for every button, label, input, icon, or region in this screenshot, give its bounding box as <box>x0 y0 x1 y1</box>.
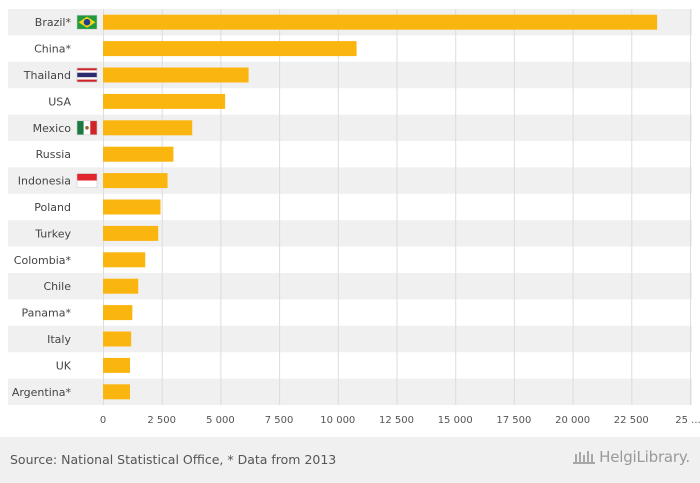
bar-poland <box>103 199 161 215</box>
category-label: Mexico <box>33 122 72 135</box>
flag-emblem <box>85 126 89 130</box>
x-tick-label: 2 500 <box>147 415 176 426</box>
mexico-flag-icon <box>76 120 98 136</box>
thailand-flag-icon <box>76 67 98 83</box>
category-label: UK <box>56 359 72 372</box>
flag-stripe <box>77 77 97 80</box>
brand-name: HelgiLibrary. <box>599 448 690 466</box>
category-label: Poland <box>34 201 71 214</box>
x-tick-label: 10 000 <box>320 415 355 426</box>
bar-uk <box>103 357 131 373</box>
x-tick-label: 17 500 <box>496 415 531 426</box>
bar-mexico <box>103 120 193 136</box>
brazil-flag-icon <box>76 14 98 30</box>
x-tick-label: 0 <box>100 415 106 426</box>
bar-colombia <box>103 252 146 268</box>
bar-argentina <box>103 384 131 400</box>
category-label: Chile <box>43 280 71 293</box>
flag-stripe <box>77 173 97 181</box>
category-label: China* <box>34 43 71 56</box>
category-label: Indonesia <box>18 175 71 188</box>
flag-border <box>76 173 98 188</box>
x-tick-label: 12 500 <box>379 415 414 426</box>
bar-russia <box>103 146 174 162</box>
category-label: Italy <box>47 333 71 346</box>
flag-border <box>76 120 98 136</box>
bar-turkey <box>103 225 159 241</box>
flag-stripe <box>77 79 97 82</box>
x-tick-label: 25 ... <box>675 415 700 426</box>
flag-globe <box>83 18 91 26</box>
flag-stripe <box>77 70 97 73</box>
flag-border <box>76 14 98 30</box>
flag-border <box>76 67 98 83</box>
library-icon <box>573 451 596 464</box>
bar-china <box>103 41 357 57</box>
category-label: Thailand <box>23 69 71 82</box>
flag-stripe <box>90 120 97 135</box>
bar-thailand <box>103 67 249 83</box>
x-tick-label: 22 500 <box>614 415 649 426</box>
bar-chart: Brazil* China* Thailand USA Mexico Russia Indo… <box>8 9 700 426</box>
x-tick-label: 15 000 <box>438 415 473 426</box>
bar-usa <box>103 93 226 109</box>
bar-indonesia <box>103 173 168 189</box>
bar-chile <box>103 278 139 294</box>
category-label: USA <box>48 95 71 108</box>
brand-logo[interactable]: HelgiLibrary. <box>573 448 690 466</box>
flag-stripe <box>77 72 97 78</box>
category-label: Panama* <box>21 307 71 320</box>
flag-stripe <box>77 120 84 135</box>
bar-italy <box>103 331 132 347</box>
flag-stripe <box>77 180 97 188</box>
x-tick-label: 7 500 <box>265 415 294 426</box>
source-note: Source: National Statistical Office, * D… <box>10 452 337 467</box>
x-tick-label: 5 000 <box>206 415 235 426</box>
chart-footer: Source: National Statistical Office, * D… <box>0 437 700 483</box>
category-label: Russia <box>36 148 71 161</box>
flag-stripe <box>77 68 97 71</box>
bar-brazil <box>103 14 658 30</box>
category-label: Argentina* <box>12 386 72 399</box>
indonesia-flag-icon <box>76 173 98 188</box>
x-tick-label: 20 000 <box>555 415 590 426</box>
bar-panama <box>103 305 133 321</box>
category-label: Colombia* <box>14 254 72 267</box>
category-label: Brazil* <box>35 16 72 29</box>
category-label: Turkey <box>34 227 71 240</box>
